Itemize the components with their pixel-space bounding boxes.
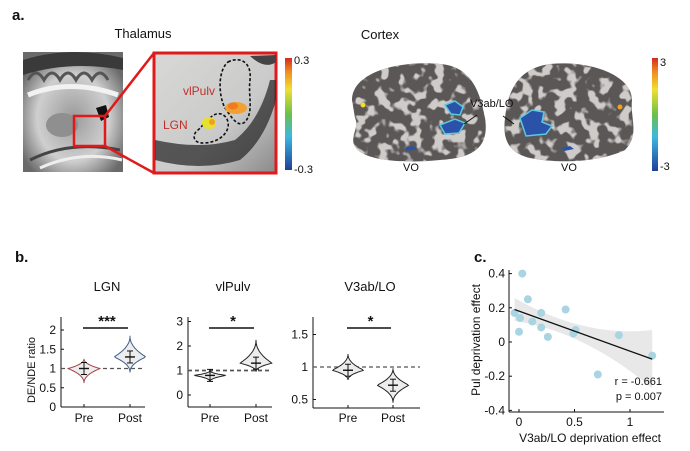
significance-stars: *** bbox=[98, 313, 116, 330]
x-tick-label: 0.5 bbox=[566, 415, 583, 429]
violin-post bbox=[239, 339, 273, 372]
data-point bbox=[537, 308, 546, 317]
violin-panel-v3ab-lo: V3ab/LO 0.5 1 1.5 * Pre Post bbox=[291, 279, 420, 425]
stat-p: p = 0.007 bbox=[616, 391, 662, 403]
left-hemisphere-surface bbox=[352, 63, 486, 162]
x-tick-label: Post bbox=[118, 411, 143, 425]
y-tick-label: 0 bbox=[176, 388, 183, 402]
x-tick-label: Pre bbox=[201, 411, 220, 425]
violin-title: V3ab/LO bbox=[344, 279, 395, 294]
vo-label-right: VO bbox=[561, 162, 577, 174]
cortex-colorbar-min: -3 bbox=[660, 161, 670, 173]
significance-stars: * bbox=[368, 313, 374, 330]
cortex-colorbar-max: 3 bbox=[660, 57, 666, 69]
x-tick-label: 0 bbox=[516, 415, 523, 429]
panel-a-letter: a. bbox=[12, 7, 25, 24]
panel-b-letter: b. bbox=[15, 249, 28, 266]
x-axis-label: V3ab/LO deprivation effect bbox=[519, 431, 662, 445]
data-point bbox=[614, 331, 623, 340]
data-point bbox=[518, 269, 527, 278]
zoom-highlight bbox=[72, 52, 155, 175]
colorbar-max: 0.3 bbox=[294, 55, 309, 67]
x-tick-label: Post bbox=[381, 411, 406, 425]
cortex-title: Cortex bbox=[361, 27, 400, 42]
y-tick-label: 0.2 bbox=[488, 301, 505, 315]
y-tick-label: 0 bbox=[49, 400, 56, 414]
y-tick-label: 2 bbox=[49, 323, 56, 337]
y-tick-label: -0.4 bbox=[484, 403, 505, 417]
y-tick-label: -0.2 bbox=[484, 369, 505, 383]
violin-title: vlPulv bbox=[216, 279, 251, 294]
y-tick-label: 0.5 bbox=[39, 381, 56, 395]
data-point bbox=[537, 323, 546, 332]
y-tick-label: 1 bbox=[301, 360, 308, 374]
data-point bbox=[528, 317, 537, 326]
data-point bbox=[593, 370, 602, 379]
violin-ylabel: DE/NDE ratio bbox=[26, 337, 38, 403]
y-tick-label: 1 bbox=[176, 364, 183, 378]
vlpulv-label: vlPulv bbox=[183, 84, 215, 98]
x-tick-label: Pre bbox=[75, 411, 94, 425]
sagittal-mri-image bbox=[23, 51, 123, 172]
data-point bbox=[543, 332, 552, 341]
lgn-label: LGN bbox=[163, 118, 188, 132]
significance-stars: * bbox=[230, 313, 236, 330]
v3ab-lo-label: V3ab/LO bbox=[470, 98, 514, 110]
right-hemisphere-surface bbox=[504, 63, 634, 162]
x-tick-label: 1 bbox=[627, 415, 634, 429]
x-tick-label: Pre bbox=[339, 411, 358, 425]
thalamus-inset-image: vlPulv LGN bbox=[152, 51, 278, 175]
y-tick-label: 1 bbox=[49, 362, 56, 376]
y-tick-label: 3 bbox=[176, 315, 183, 329]
data-point bbox=[648, 351, 657, 360]
data-point bbox=[523, 295, 532, 304]
data-point bbox=[516, 314, 525, 323]
y-tick-label: 0.4 bbox=[488, 267, 505, 281]
data-point bbox=[515, 327, 523, 336]
panel-c-letter: c. bbox=[474, 249, 487, 266]
violin-plots: LGN 0 0.5 1 1.5 2 *** Pre Post vlPulv 0 1 2 3 * Pre Post… bbox=[39, 279, 420, 425]
y-tick-label: 1.5 bbox=[291, 328, 308, 342]
violin-title: LGN bbox=[94, 279, 121, 294]
y-axis-label: Pul deprivation effect bbox=[469, 283, 483, 396]
v3ab-lo-annotation: V3ab/LO bbox=[463, 98, 515, 125]
violin-panel-vlpulv: vlPulv 0 1 2 3 * Pre Post bbox=[176, 279, 273, 425]
y-tick-label: 2 bbox=[176, 339, 183, 353]
y-tick-label: 0.5 bbox=[291, 393, 308, 407]
cortex-colorbar: 3 -3 bbox=[652, 57, 670, 173]
thalamus-colorbar: 0.3 -0.3 bbox=[285, 55, 313, 176]
scatter-plot: -0.4 -0.2 0 0.2 0.4 0 0.5 1 V3ab/LO deprivation … bbox=[469, 267, 664, 445]
data-point bbox=[510, 308, 519, 317]
y-tick-label: 0 bbox=[498, 335, 505, 349]
colorbar-min: -0.3 bbox=[294, 164, 313, 176]
y-tick-label: 1.5 bbox=[39, 342, 56, 356]
thalamus-title: Thalamus bbox=[114, 26, 172, 41]
violin-panel-lgn: LGN 0 0.5 1 1.5 2 *** Pre Post bbox=[39, 279, 147, 425]
x-tick-label: Post bbox=[244, 411, 269, 425]
vo-label-left: VO bbox=[403, 162, 419, 174]
confidence-band bbox=[514, 298, 653, 389]
regression-line bbox=[514, 308, 653, 360]
data-point bbox=[561, 305, 570, 314]
stat-r: r = -0.661 bbox=[615, 376, 662, 388]
